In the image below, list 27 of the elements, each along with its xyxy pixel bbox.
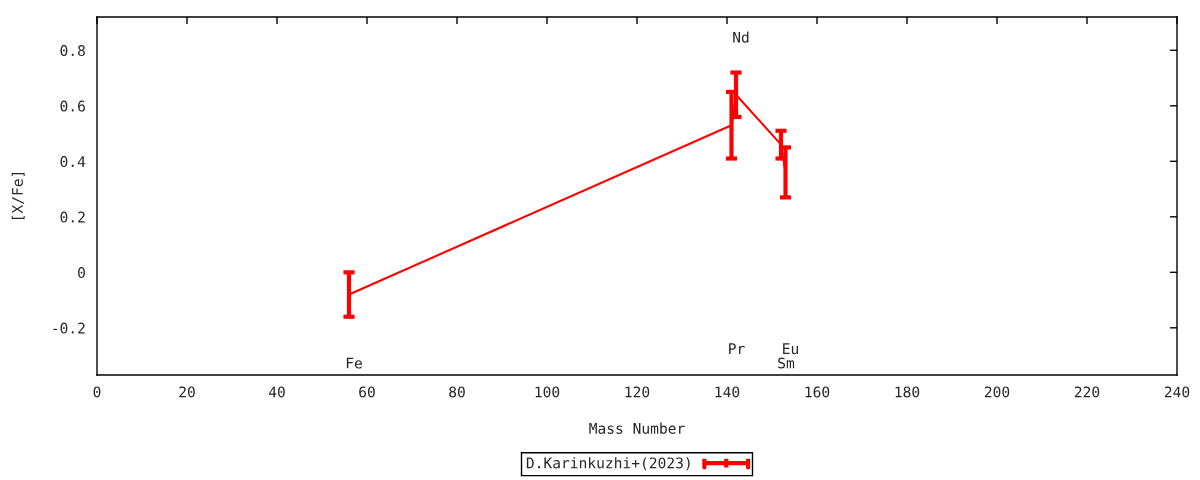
y-tick-label: -0.2 [53, 322, 85, 334]
y-tick-label: 0.2 [60, 211, 85, 223]
x-tick-label: 20 [179, 386, 195, 398]
legend-label: D.Karinkuzhi+(2023) [526, 457, 690, 471]
y-tick-label: 0.4 [60, 156, 86, 168]
y-axis-title: [X/Fe] [11, 172, 25, 220]
x-tick-label: 200 [984, 386, 1010, 398]
annotation: Nd [733, 31, 749, 43]
y-tick-label: 0.6 [60, 100, 85, 112]
x-tick-label: 180 [895, 386, 920, 398]
annotation: Sm [778, 357, 795, 369]
x-tick-label: 240 [1164, 386, 1190, 398]
x-tick-label: 160 [805, 386, 830, 398]
y-tick-label: 0 [78, 267, 85, 279]
x-tick-label: 140 [715, 386, 740, 398]
x-tick-label: 220 [1074, 386, 1100, 398]
x-tick-label: 80 [449, 386, 465, 398]
x-axis-title: Mass Number [589, 422, 685, 434]
annotation: Eu [783, 343, 798, 355]
x-tick-label: 0 [93, 386, 101, 398]
x-tick-label: 100 [535, 386, 560, 398]
x-tick-label: 60 [359, 386, 375, 398]
y-tick-label: 0.8 [60, 45, 85, 57]
annotation: Pr [729, 343, 745, 354]
x-tick-label: 40 [268, 386, 285, 398]
annotation: Fe [346, 357, 362, 369]
x-tick-label: 120 [625, 386, 650, 398]
